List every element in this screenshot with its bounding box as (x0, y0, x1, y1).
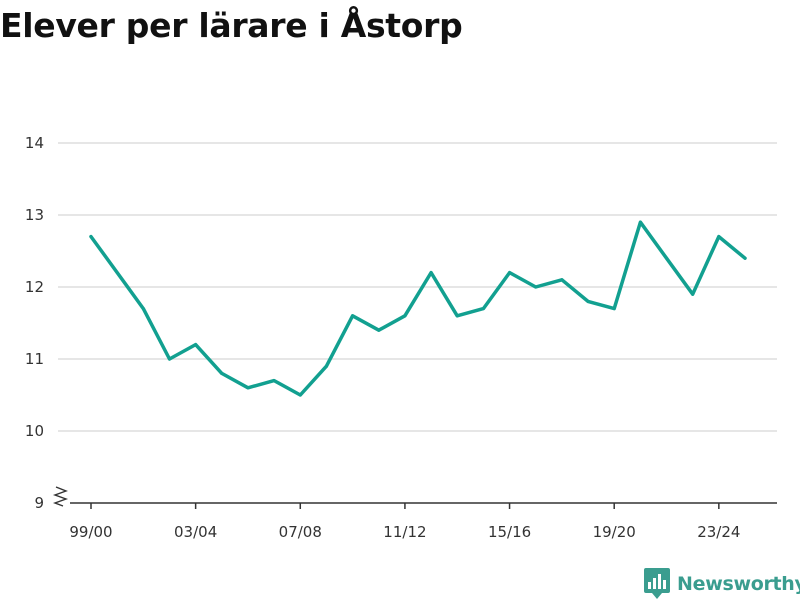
data-point-2012 (429, 271, 433, 275)
chart-title: Elever per lärare i Åstorp (0, 6, 463, 45)
data-point-2008 (324, 364, 328, 368)
data-point-2023 (717, 235, 721, 239)
grid-lines (58, 142, 777, 432)
data-point-2006 (272, 379, 276, 383)
x-tick-label-3: 11/12 (383, 523, 426, 541)
x-tick-label-5: 19/20 (593, 523, 636, 541)
y-axis-ticks: 9 10 11 12 13 14 (25, 134, 44, 512)
data-point-2010 (377, 328, 381, 332)
data-point-2002 (167, 357, 171, 361)
data-point-2021 (665, 256, 669, 260)
data-point-2003 (194, 343, 198, 347)
data-point-2022 (691, 292, 695, 296)
data-point-2017 (560, 278, 564, 282)
x-tick-label-2: 07/08 (279, 523, 322, 541)
y-tick-label-10: 10 (25, 422, 44, 440)
x-tick-label-0: 99/00 (69, 523, 112, 541)
y-tick-label-13: 13 (25, 206, 44, 224)
newsworthy-brand: Newsworthy (644, 568, 800, 600)
data-point-2011 (403, 314, 407, 318)
data-point-2005 (246, 386, 250, 390)
data-point-2019 (612, 307, 616, 311)
data-point-1999 (89, 235, 93, 239)
x-tick-label-1: 03/04 (174, 523, 217, 541)
data-point-2016 (534, 285, 538, 289)
series-layer (89, 220, 747, 397)
data-point-2007 (298, 393, 302, 397)
y-tick-label-14: 14 (25, 134, 44, 152)
x-axis: 99/00 03/04 07/08 11/12 15/16 19/20 23/24 (52, 486, 777, 541)
y-tick-label-9: 9 (34, 494, 44, 512)
x-tick-label-4: 15/16 (488, 523, 531, 541)
data-point-2024 (743, 256, 747, 260)
data-point-2001 (141, 307, 145, 311)
x-tick-label-6: 23/24 (697, 523, 740, 541)
data-point-2004 (220, 371, 224, 375)
y-tick-label-12: 12 (25, 278, 44, 296)
newsworthy-logo-icon (644, 568, 670, 599)
brand-name: Newsworthy (677, 573, 800, 595)
data-point-2020 (638, 220, 642, 224)
y-tick-label-11: 11 (25, 350, 44, 368)
data-point-2013 (455, 314, 459, 318)
data-point-2014 (481, 307, 485, 311)
data-point-2009 (351, 314, 355, 318)
axis-break-icon (52, 486, 69, 507)
data-point-2018 (586, 299, 590, 303)
data-point-2000 (115, 271, 119, 275)
series-line-0 (89, 220, 747, 397)
data-point-2015 (508, 271, 512, 275)
